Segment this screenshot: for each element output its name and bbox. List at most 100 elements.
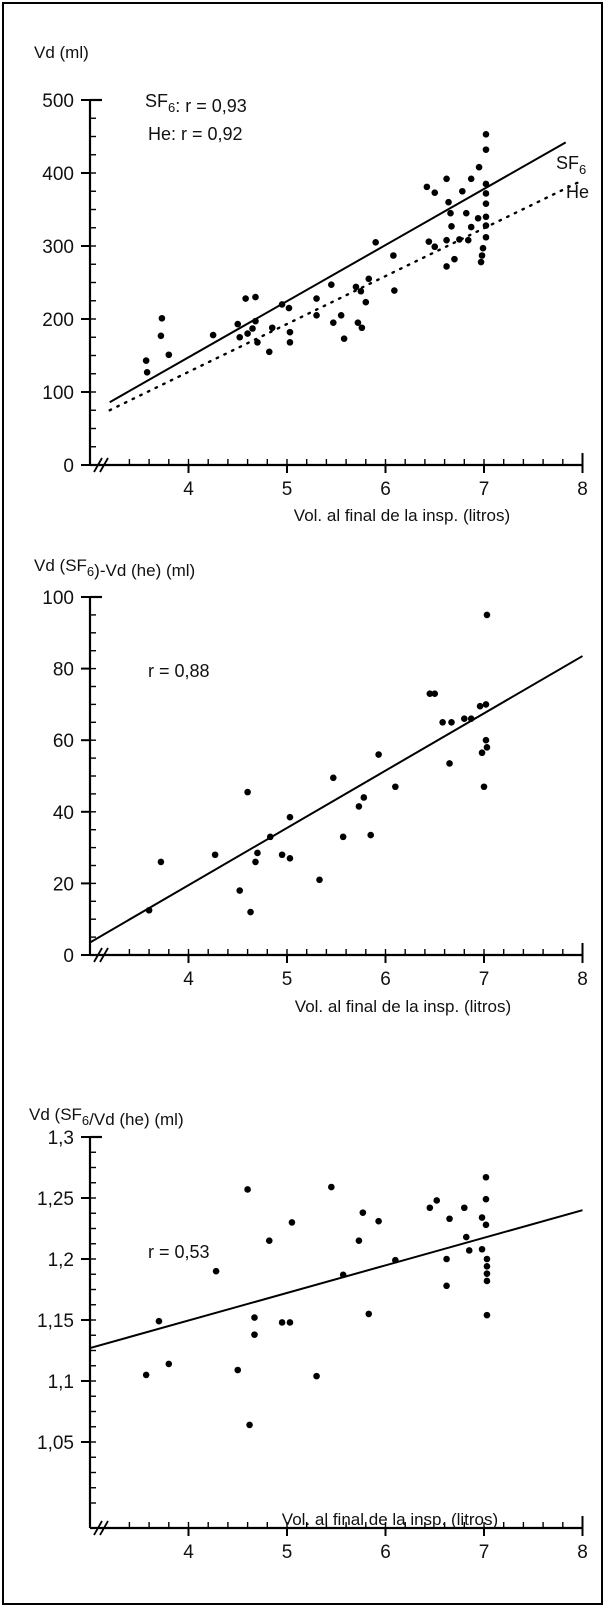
data-point	[467, 715, 475, 723]
data-point	[483, 611, 491, 619]
data-point	[482, 1173, 490, 1181]
data-point	[365, 1310, 373, 1318]
x-axis-label: Vol. al final de la insp. (litros)	[294, 506, 510, 525]
data-point	[431, 189, 439, 197]
data-point	[426, 1204, 434, 1212]
data-point	[288, 1219, 296, 1226]
data-point	[482, 1195, 490, 1203]
data-point	[367, 831, 375, 839]
x-tick-label: 4	[183, 969, 194, 990]
data-point	[286, 1319, 294, 1326]
data-point	[265, 1237, 273, 1244]
data-point	[340, 335, 348, 343]
data-point	[451, 255, 458, 263]
data-point	[465, 1247, 473, 1254]
data-point	[426, 690, 434, 697]
correlation-annotation: SF6: r = 0,93	[145, 91, 247, 116]
data-point	[461, 1204, 468, 1212]
data-point	[251, 1331, 258, 1338]
data-point	[446, 1215, 453, 1223]
data-point	[478, 252, 486, 259]
data-point	[483, 744, 491, 751]
data-point	[211, 851, 219, 859]
data-point	[433, 1197, 441, 1204]
data-point	[482, 222, 490, 229]
data-point	[313, 1372, 320, 1380]
chart-1	[81, 98, 584, 473]
y-tick-label: 1,15	[37, 1311, 74, 1332]
data-point	[392, 1256, 399, 1264]
x-tick-label: 8	[577, 479, 588, 500]
data-point	[254, 339, 261, 346]
data-point	[158, 314, 166, 322]
data-point	[482, 200, 490, 207]
chart-2	[81, 595, 584, 963]
data-point	[313, 312, 320, 319]
data-point	[234, 320, 242, 328]
data-point	[483, 1270, 491, 1277]
data-point	[372, 239, 379, 246]
data-point	[286, 855, 294, 862]
data-point	[482, 180, 490, 188]
data-point	[354, 319, 362, 326]
data-point	[165, 1360, 173, 1368]
data-point	[246, 1421, 253, 1429]
data-point	[286, 328, 294, 336]
data-point	[286, 813, 294, 821]
data-point	[467, 223, 475, 231]
data-point	[482, 1221, 490, 1229]
chart-3	[81, 1135, 584, 1536]
correlation-annotation: r = 0,88	[148, 661, 210, 681]
x-tick-label: 6	[380, 1542, 391, 1563]
data-point	[390, 252, 397, 259]
data-point	[483, 1277, 491, 1285]
data-point	[328, 281, 335, 288]
data-point	[329, 319, 337, 326]
data-point	[359, 1209, 367, 1216]
y-tick-label: 60	[53, 731, 74, 752]
data-point	[365, 275, 373, 283]
data-point	[480, 783, 488, 791]
y-tick-label: 500	[42, 91, 74, 112]
data-point	[286, 339, 294, 346]
x-axis-label: Vol. al final de la insp. (litros)	[282, 1510, 498, 1529]
chart-title: Vd (SF6/Vd (he) (ml)	[29, 1105, 184, 1129]
data-point	[252, 293, 259, 301]
x-tick-label: 5	[282, 969, 293, 990]
data-point	[461, 715, 468, 723]
y-tick-label: 1,2	[48, 1250, 74, 1271]
data-point	[143, 368, 151, 376]
data-point	[474, 214, 482, 222]
data-point	[462, 1233, 470, 1241]
data-point	[142, 357, 150, 364]
data-point	[254, 849, 261, 857]
data-point	[285, 304, 293, 312]
axis-break-mark	[99, 947, 109, 963]
data-point	[278, 301, 286, 308]
regression-line-sf6	[109, 141, 567, 404]
x-tick-label: 5	[282, 1542, 293, 1563]
data-point	[443, 1255, 450, 1263]
data-point	[328, 1183, 335, 1191]
data-point	[244, 1186, 251, 1193]
data-point	[447, 209, 454, 217]
data-point	[278, 1319, 286, 1326]
x-tick-label: 4	[183, 479, 194, 500]
data-point	[266, 833, 274, 841]
data-point	[464, 236, 472, 244]
data-point	[425, 238, 433, 245]
data-point	[482, 146, 490, 153]
data-point	[476, 702, 484, 710]
data-point	[445, 198, 452, 206]
data-point	[337, 312, 345, 319]
data-point	[268, 324, 276, 332]
data-point	[357, 287, 365, 295]
y-tick-label: 100	[42, 588, 74, 609]
data-point	[431, 690, 439, 697]
data-point	[459, 187, 466, 195]
data-point	[462, 209, 470, 217]
correlation-annotation: r = 0,53	[148, 1242, 210, 1262]
data-point	[313, 295, 320, 302]
